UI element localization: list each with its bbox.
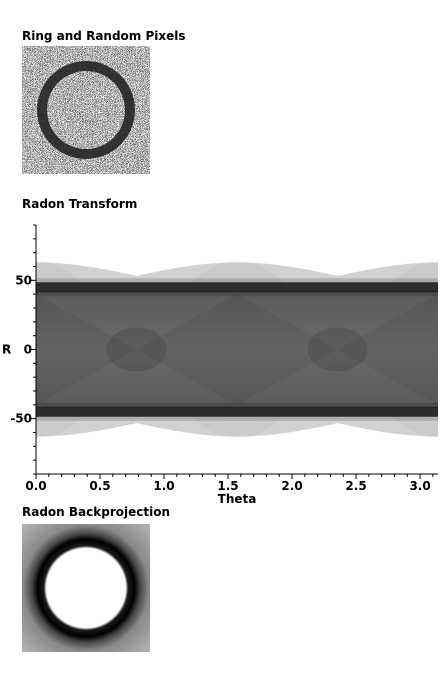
x-tick-label: 1.0: [153, 479, 174, 493]
x-tick-label: 0.5: [89, 479, 110, 493]
x-tick-label: 3.0: [409, 479, 430, 493]
sinogram-crossing: [136, 294, 237, 405]
backprojection-title: Radon Backprojection: [22, 505, 170, 519]
ring-random-pixels-image: [22, 46, 150, 174]
x-axis-label: Theta: [218, 492, 257, 506]
x-tick-label: 2.5: [345, 479, 366, 493]
radon-transform-title: Radon Transform: [22, 197, 138, 211]
dark-band: [36, 406, 438, 417]
dark-band-halo: [36, 278, 438, 297]
x-tick-label: 1.5: [217, 479, 238, 493]
dark-band-halo: [36, 402, 438, 421]
sinogram-center-spot: [106, 327, 167, 372]
sinogram-crossing: [237, 294, 338, 405]
y-axis-label: R: [2, 343, 11, 357]
x-tick-label: 2.0: [281, 479, 302, 493]
dark-band: [36, 282, 438, 293]
y-tick-label: 0: [24, 343, 32, 357]
x-tick-label: 0.0: [25, 479, 46, 493]
ring-image-title: Ring and Random Pixels: [22, 29, 186, 43]
y-tick-label: -50: [10, 412, 32, 426]
radon-transform-chart: 50 0 -50 0.0 0.5 1.0 1.5 2.0 2.5 3.0 Theta R: [0, 210, 440, 510]
sinogram-center-spot: [307, 327, 368, 372]
sinogram-crossing: [337, 294, 438, 405]
sinogram-crossing: [36, 294, 137, 405]
sinogram-core: [36, 291, 438, 408]
radon-heatmap: [36, 225, 438, 474]
y-tick-label: 50: [15, 273, 32, 287]
radon-backprojection-image: [22, 524, 150, 652]
